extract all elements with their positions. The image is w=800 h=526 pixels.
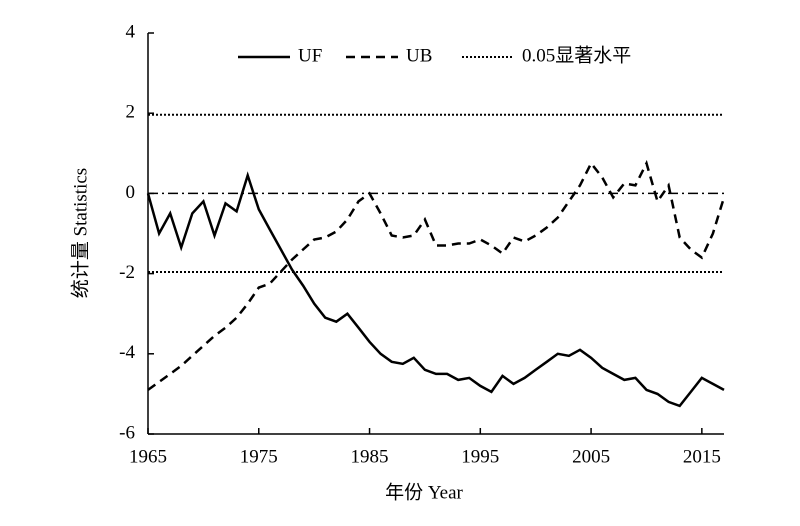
x-tick-label: 1995 — [461, 446, 499, 467]
x-tick-label: 1965 — [129, 446, 167, 467]
series-line — [147, 159, 726, 391]
x-tick-label: 1985 — [351, 446, 389, 467]
y-tick-label: 4 — [126, 21, 136, 42]
y-tick-label: -4 — [119, 342, 135, 363]
x-tick-label: 2005 — [572, 446, 610, 467]
y-axis-label: 统计量 Statistics — [69, 168, 91, 298]
legend-label: UB — [406, 45, 432, 66]
y-tick-label: 2 — [126, 102, 136, 123]
x-tick-label: 1975 — [240, 446, 278, 467]
x-tick-label: 2015 — [683, 446, 721, 467]
y-tick-label: 0 — [126, 182, 136, 203]
y-tick-label: -6 — [119, 422, 135, 443]
legend-label: 0.05显著水平 — [522, 44, 631, 66]
x-axis-label: 年份 Year — [385, 481, 463, 503]
legend-label: UF — [298, 45, 322, 66]
series-line — [146, 171, 725, 408]
y-tick-label: -2 — [119, 262, 135, 283]
